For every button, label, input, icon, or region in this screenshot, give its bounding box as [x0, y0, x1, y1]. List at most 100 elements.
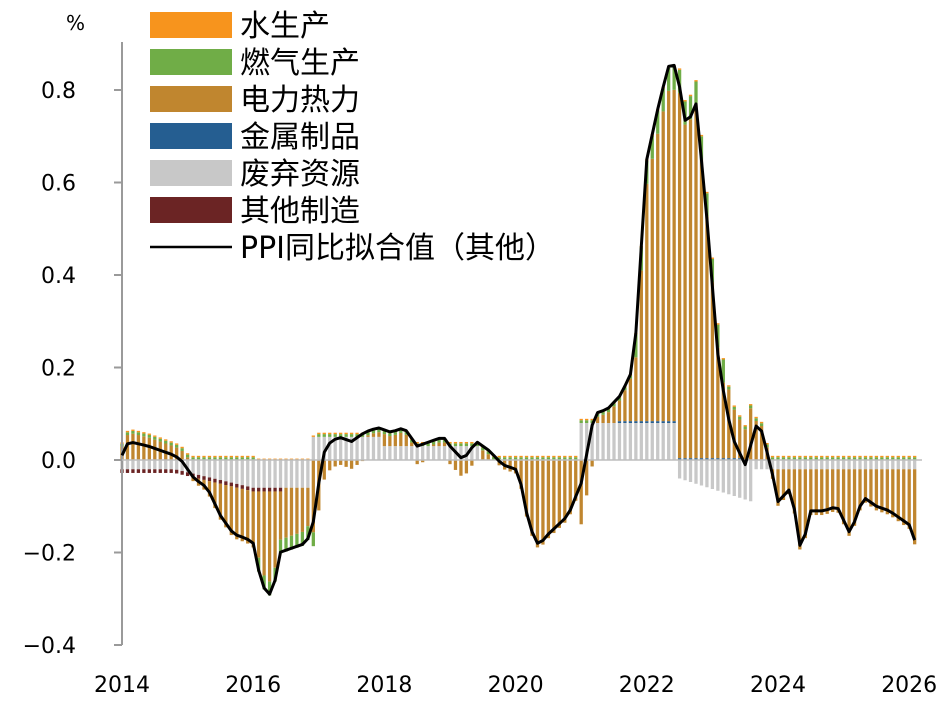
bar-segment: [705, 191, 709, 194]
bar-segment: [207, 481, 212, 497]
bar-segment: [705, 216, 709, 459]
bar-segment: [902, 469, 906, 526]
bar-segment: [749, 408, 753, 460]
bar-segment: [612, 403, 616, 407]
bar-segment: [339, 436, 343, 461]
bar-segment: [563, 457, 567, 460]
bar-segment: [623, 423, 627, 460]
bar-segment: [262, 575, 266, 590]
bar-segment: [191, 477, 195, 482]
bar-segment: [847, 455, 851, 458]
bar-segment: [776, 469, 780, 506]
bar-segment: [300, 487, 305, 532]
bar-segment: [448, 460, 452, 465]
bar-segment: [809, 460, 813, 470]
bar-segment: [213, 457, 217, 460]
bar-segment: [781, 455, 786, 458]
bar-segment: [869, 469, 873, 507]
bar-segment: [688, 119, 693, 459]
bar-segment: [404, 434, 408, 447]
bar-segment: [464, 443, 469, 447]
bar-segment: [628, 423, 633, 460]
bar-segment: [858, 460, 862, 470]
bar-segment: [147, 460, 151, 470]
bar-segment: [246, 490, 250, 544]
bar-segment: [196, 455, 201, 458]
bar-segment: [891, 469, 895, 518]
y-axis-unit: %: [66, 11, 85, 35]
bar-segment: [825, 457, 829, 460]
bar-segment: [524, 455, 529, 458]
bar-segment: [694, 460, 698, 484]
bar-segment: [333, 460, 337, 467]
bar-segment: [131, 469, 135, 473]
bar-segment: [519, 457, 523, 460]
legend-swatch: [150, 160, 232, 186]
bar-segment: [765, 460, 769, 470]
legend-label: 金属制品: [240, 120, 360, 155]
bar-segment: [213, 455, 217, 458]
bar-segment: [710, 458, 715, 460]
bar-segment: [421, 446, 425, 461]
bar-segment: [164, 440, 168, 444]
bar-segment: [147, 433, 151, 435]
bar-segment: [650, 421, 654, 423]
bar-segment: [727, 458, 731, 460]
bar-segment: [344, 436, 348, 461]
bar-segment: [180, 471, 184, 475]
bar-segment: [710, 257, 715, 259]
bar-segment: [262, 487, 266, 492]
bar-segment: [448, 441, 452, 444]
bar-segment: [601, 414, 605, 423]
bar-segment: [913, 457, 917, 460]
bar-segment: [235, 455, 239, 458]
bar-segment: [617, 421, 622, 423]
bar-segment: [623, 421, 627, 423]
bar-segment: [164, 460, 168, 470]
bar-segment: [158, 437, 162, 439]
bar-segment: [639, 423, 643, 460]
bar-segment: [841, 457, 846, 460]
bar-segment: [322, 434, 326, 437]
bar-segment: [175, 443, 179, 445]
bar-segment: [196, 460, 201, 475]
bar-segment: [218, 480, 223, 484]
bar-segment: [727, 460, 731, 495]
bar-segment: [497, 455, 501, 458]
bar-segment: [617, 400, 622, 422]
bar-segment: [524, 460, 529, 517]
bar-segment: [579, 460, 583, 525]
bar-segment: [530, 457, 534, 460]
bar-segment: [125, 432, 130, 436]
bar-segment: [765, 444, 769, 448]
bar-segment: [306, 460, 310, 488]
bar-segment: [874, 455, 879, 458]
bar-segment: [563, 460, 567, 523]
bar-segment: [677, 92, 682, 459]
bar-segment: [628, 378, 633, 422]
bar-segment: [820, 455, 824, 458]
bar-segment: [803, 469, 807, 539]
bar-segment: [519, 460, 523, 489]
bar-segment: [656, 423, 660, 460]
bar-segment: [224, 481, 228, 486]
bar-segment: [131, 460, 135, 470]
bar-segment: [377, 436, 381, 461]
bar-segment: [836, 455, 840, 458]
bar-segment: [328, 434, 332, 437]
bar-segment: [371, 433, 376, 437]
bar-segment: [295, 460, 299, 488]
bar-segment: [874, 460, 879, 470]
bar-segment: [776, 457, 780, 460]
bar-segment: [142, 436, 146, 460]
bar-segment: [650, 423, 654, 460]
bar-segment: [218, 460, 223, 481]
bar-segment: [699, 460, 704, 486]
bar-segment: [235, 483, 239, 488]
bar-segment: [743, 429, 747, 460]
bar-segment: [743, 426, 747, 430]
bar-segment: [470, 443, 474, 447]
bar-segment: [355, 436, 359, 461]
bar-segment: [770, 457, 775, 460]
bar-segment: [410, 446, 414, 461]
